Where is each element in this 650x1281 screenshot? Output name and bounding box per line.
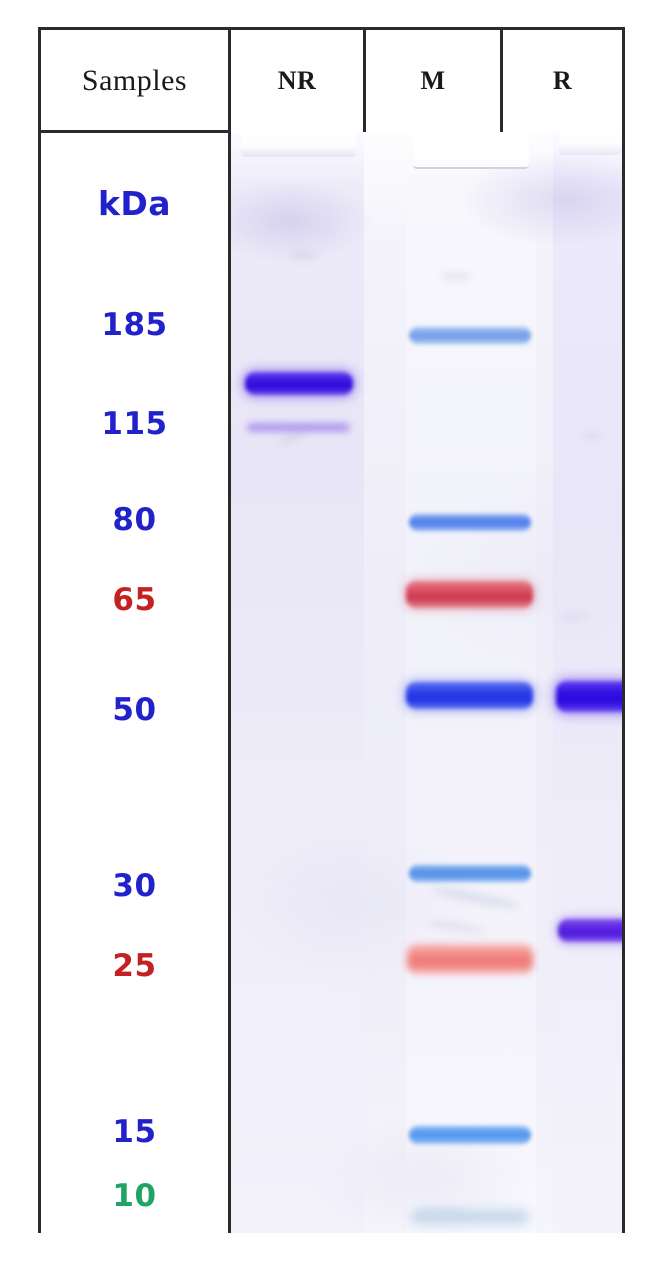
band-m-15 xyxy=(409,1126,531,1144)
ladder-label-column: kDa 185 115 80 65 50 30 25 15 10 xyxy=(41,133,228,1233)
mw-label-185: 185 xyxy=(101,307,168,343)
band-nr-low xyxy=(247,423,350,432)
mw-label-25: 25 xyxy=(112,948,157,984)
mw-label-30: 30 xyxy=(112,868,157,904)
band-m-65 xyxy=(406,581,533,608)
column-header-r: R xyxy=(503,30,622,132)
column-header-m: M xyxy=(366,30,500,132)
band-r-low xyxy=(558,919,622,942)
band-m-30 xyxy=(409,865,531,882)
column-header-samples: Samples xyxy=(41,30,228,132)
lane-nr xyxy=(231,133,364,1233)
mw-label-10: 10 xyxy=(112,1178,157,1214)
mw-label-65: 65 xyxy=(112,582,157,618)
unit-header-kda: kDa xyxy=(97,184,172,223)
band-m-185 xyxy=(409,327,531,344)
band-m-25 xyxy=(407,944,533,974)
header-separator-3 xyxy=(500,30,503,132)
mw-label-15: 15 xyxy=(112,1114,157,1150)
table-header-row: Samples NR M R xyxy=(41,30,622,132)
well-r xyxy=(559,133,621,155)
samples-cell-underline xyxy=(41,130,231,133)
mw-label-50: 50 xyxy=(112,692,157,728)
gel-table-frame: Samples NR M R xyxy=(38,27,625,1233)
ladder-gel-divider xyxy=(228,133,231,1233)
mw-label-115: 115 xyxy=(101,406,168,442)
header-separator-2 xyxy=(363,30,366,132)
gel-image xyxy=(231,133,622,1233)
band-r-high xyxy=(556,681,622,712)
band-nr-high xyxy=(245,372,353,395)
band-m-80 xyxy=(409,514,531,531)
well-nr xyxy=(241,133,356,157)
mw-label-80: 80 xyxy=(112,502,157,538)
band-m-50 xyxy=(406,682,533,709)
band-m-115 xyxy=(409,428,531,445)
band-m-10 xyxy=(411,1209,529,1225)
well-m xyxy=(413,133,529,169)
column-header-nr: NR xyxy=(231,30,363,132)
header-separator-1 xyxy=(228,30,231,132)
